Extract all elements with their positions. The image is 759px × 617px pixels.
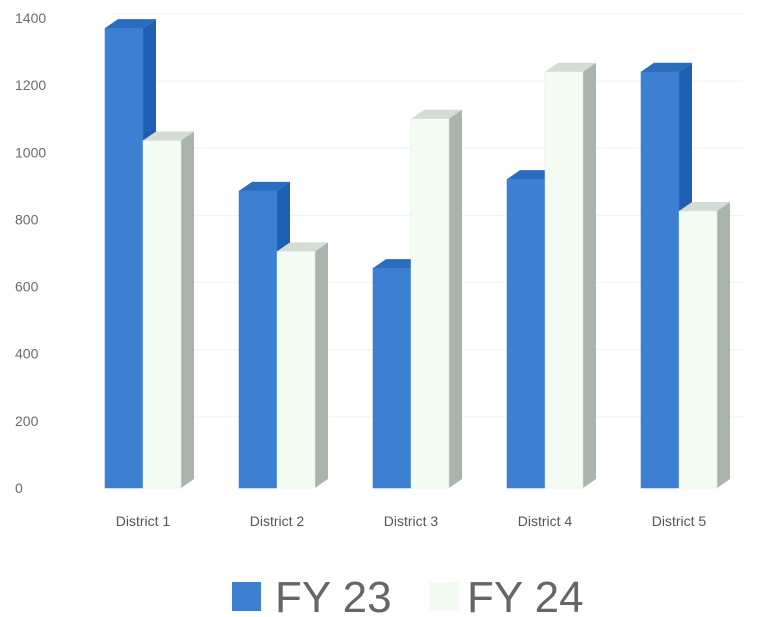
bar-side-face: [717, 202, 730, 489]
bar-front-face: [142, 140, 182, 489]
bar-front-face: [104, 27, 144, 489]
x-tick-label: District 5: [652, 513, 707, 529]
x-tick-label: District 3: [384, 513, 439, 529]
bar-fy-24: [678, 202, 730, 489]
bar-top-face: [277, 242, 328, 252]
legend-label: FY 24: [467, 573, 584, 617]
bar-fy-24: [544, 62, 596, 489]
bar-front-face: [640, 71, 680, 489]
x-tick-label: District 4: [518, 513, 573, 529]
legend: FY 23 FY 24: [232, 573, 584, 617]
y-tick-label: 400: [15, 346, 39, 362]
y-tick-label: 1400: [15, 10, 46, 26]
y-tick-label: 800: [15, 211, 39, 227]
y-tick-label: 200: [15, 413, 39, 429]
bar-top-face: [143, 131, 194, 141]
bar-front-face: [276, 251, 316, 489]
bar-fy-24: [410, 109, 462, 489]
legend-swatch: [232, 582, 261, 611]
y-tick-label: 600: [15, 279, 39, 295]
bar-side-face: [449, 109, 462, 488]
x-tick-label: District 2: [250, 513, 305, 529]
legend-label: FY 23: [275, 573, 392, 617]
bar-front-face: [410, 118, 450, 489]
x-tick-label: District 1: [116, 513, 171, 529]
bar-front-face: [678, 210, 718, 489]
bar-side-face: [315, 242, 328, 488]
y-tick-label: 1200: [15, 77, 46, 93]
bar-top-face: [641, 62, 692, 72]
bar-front-face: [372, 267, 412, 489]
bars: [104, 19, 730, 489]
y-axis-ticks: 0 200 400 600 800 1000 1200 1400: [15, 10, 46, 496]
bar-side-face: [181, 131, 194, 489]
bar-front-face: [506, 178, 546, 489]
y-tick-label: 1000: [15, 144, 46, 160]
bar-top-face: [105, 19, 156, 29]
bar-front-face: [544, 71, 584, 489]
legend-swatch: [430, 582, 459, 611]
bar-top-face: [411, 109, 462, 119]
bar-top-face: [679, 202, 730, 212]
bar-top-face: [545, 62, 596, 72]
bar-front-face: [238, 190, 278, 489]
bar-fy-24: [142, 131, 194, 489]
x-axis-labels: District 1 District 2 District 3 District 4…: [116, 513, 707, 529]
bar-side-face: [583, 62, 596, 488]
bar-top-face: [239, 181, 290, 191]
bar-fy-24: [276, 242, 328, 489]
y-tick-label: 0: [15, 480, 23, 496]
